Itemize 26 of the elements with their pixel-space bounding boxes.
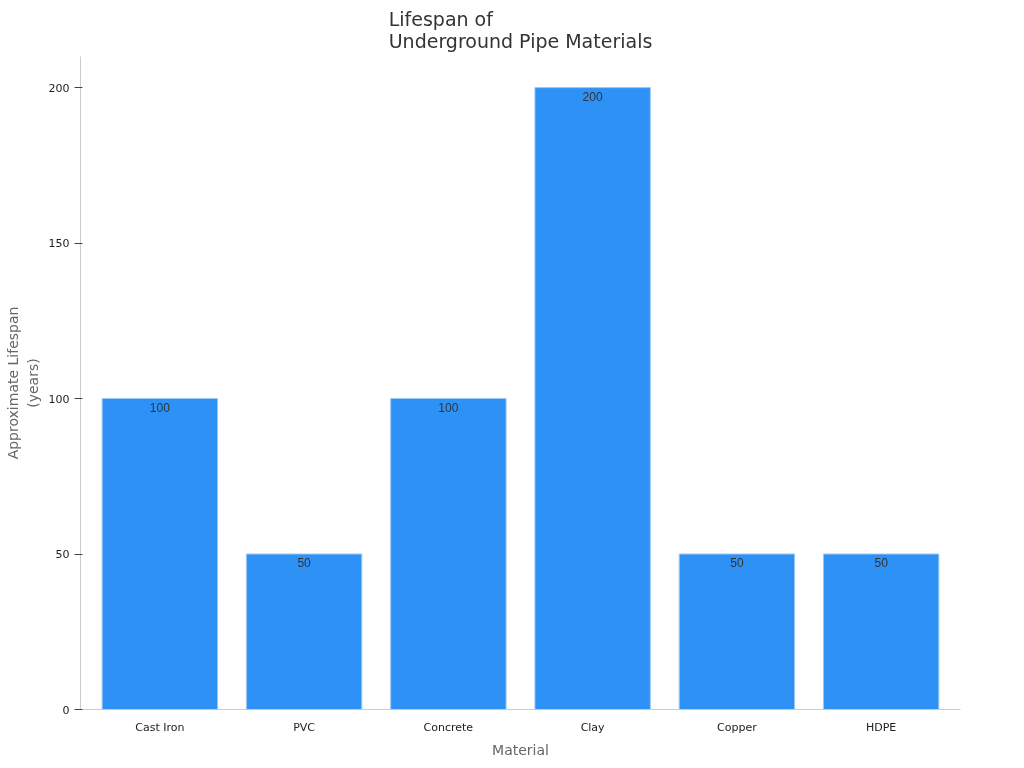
bar	[534, 87, 651, 710]
data-label: 50	[874, 556, 889, 571]
bar	[245, 553, 363, 710]
x-tick-label: HDPE	[865, 720, 897, 734]
bar	[822, 553, 940, 710]
y-tick-label: 200	[48, 81, 70, 95]
data-label: 50	[730, 556, 744, 571]
x-tick-label: PVC	[293, 720, 316, 734]
y-tick-label: 150	[48, 237, 70, 251]
bar	[678, 553, 796, 710]
x-tick-label: Cast Iron	[135, 720, 185, 734]
data-label: 200	[582, 89, 603, 104]
y-tick-label: 50	[55, 548, 70, 562]
bar	[101, 398, 219, 710]
y-axis-title: Approximate Lifespan (years)	[5, 306, 41, 460]
data-label: 100	[149, 400, 171, 415]
x-tick-label: Copper	[717, 720, 758, 734]
bar	[390, 398, 507, 710]
data-label: 50	[297, 556, 312, 571]
data-label: 100	[438, 400, 459, 415]
x-axis-title: Material	[492, 741, 549, 758]
y-tick-label: 100	[48, 392, 70, 406]
x-tick-label: Clay	[580, 720, 606, 734]
chart-title: Lifespan of Underground Pipe Materials	[388, 7, 653, 52]
y-tick-label: 0	[62, 703, 70, 717]
x-tick-label: Concrete	[423, 720, 474, 734]
